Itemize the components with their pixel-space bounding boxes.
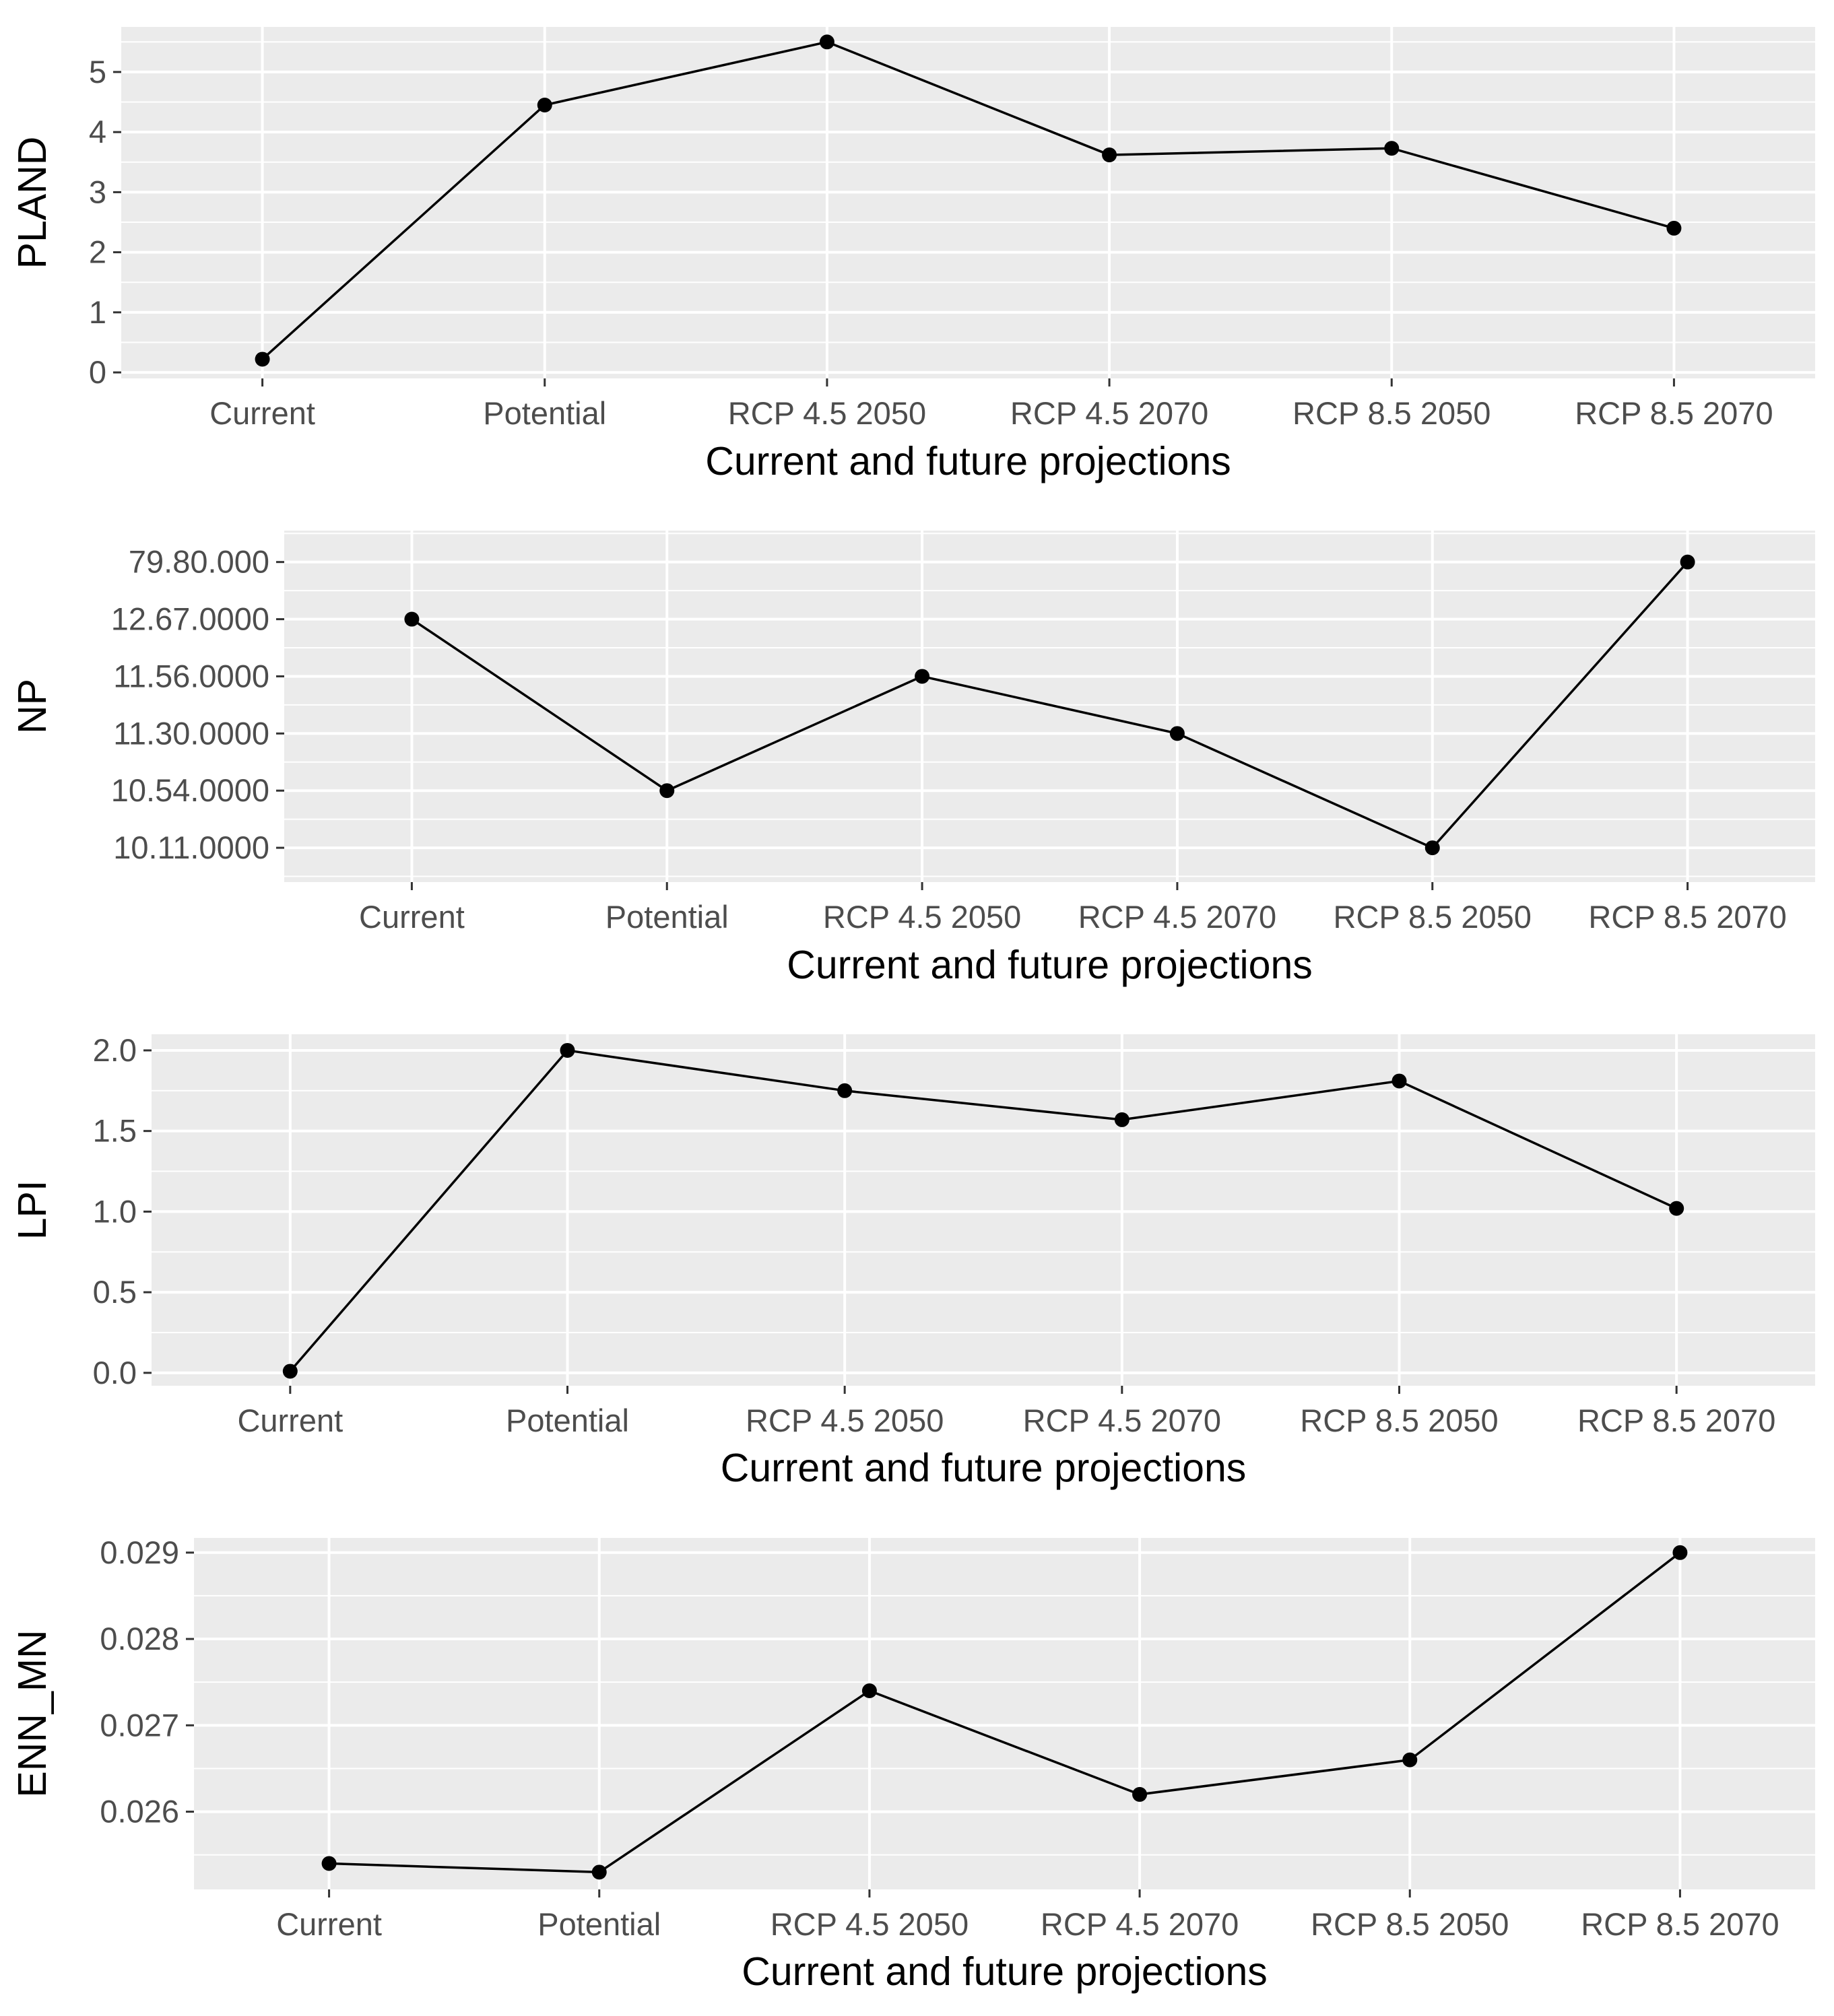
y-tick-label: 4 [89,114,106,149]
x-tick-label: RCP 4.5 2050 [771,1906,969,1942]
y-tick-label: 79.80.000 [129,544,269,580]
data-point-rcp-4-5-2050 [861,1683,877,1699]
x-axis-title: Current and future projections [721,1446,1247,1490]
y-tick-label: 11.56.0000 [113,658,269,694]
x-tick-label: RCP 8.5 2050 [1311,1906,1509,1942]
panel-background [194,1538,1815,1889]
data-point-rcp-8-5-2050 [1391,1073,1407,1089]
data-point-rcp-4-5-2070 [1169,726,1185,741]
series-line [329,1551,1681,1874]
data-point-rcp-8-5-2070 [1666,220,1682,236]
data-point-rcp-8-5-2050 [1384,141,1400,156]
x-tick-label: RCP 8.5 2050 [1292,395,1491,431]
panel-np: 10.11.0000 10.54.0000 11.30.0000 11.56.0000… [10,531,1815,987]
x-tick-label: RCP 8.5 2070 [1575,395,1773,431]
y-tick-label: 0.029 [100,1535,179,1570]
data-point-rcp-8-5-2070 [1680,554,1695,570]
x-tick-label: Potential [605,899,729,935]
x-tick-label: Potential [537,1906,661,1942]
x-axis-title: Current and future projections [787,943,1313,987]
data-point-potential [591,1864,607,1880]
x-tick-label: Current [276,1906,382,1942]
panel-lpi: 0.0 0.5 1.0 1.5 2.0 Current Potential RCP 4.5 2… [10,1032,1815,1490]
y-axis-title: NP [10,679,55,734]
y-tick-label: 0.0 [93,1355,137,1390]
x-tick-label: Current [237,1403,343,1438]
x-tick-label: Potential [483,395,606,431]
panel-background [284,531,1815,882]
data-point-potential [659,783,675,799]
y-tick-label: 2.0 [93,1032,137,1068]
x-tick-label: RCP 4.5 2050 [746,1403,944,1438]
y-tick-label: 0.027 [100,1707,179,1743]
data-point-rcp-8-5-2050 [1402,1752,1418,1768]
data-point-current [255,351,270,367]
y-tick-label: 1.5 [93,1113,137,1149]
data-point-rcp-4-5-2050 [837,1083,853,1098]
data-point-rcp-4-5-2050 [915,669,930,684]
x-tick-label: Current [359,899,465,935]
y-tick-label: 0 [89,354,106,390]
y-axis-title: ENN_MN [10,1629,55,1797]
panel-background [121,27,1815,378]
x-axis-title: Current and future projections [742,1949,1268,1994]
x-tick-label: Current [209,395,315,431]
y-tick-label: 1.0 [93,1193,137,1229]
x-tick-label: RCP 8.5 2070 [1581,1906,1779,1942]
data-point-rcp-4-5-2070 [1132,1786,1148,1802]
x-axis-title: Current and future projections [705,439,1231,483]
data-point-current [404,611,420,627]
data-point-rcp-4-5-2070 [1102,147,1117,163]
data-point-potential [560,1042,575,1058]
y-tick-label: 1 [89,294,106,330]
y-axis-title: PLAND [10,137,55,269]
panel-enn_mn: 0.026 0.027 0.028 0.029 Current Potential RCP … [10,1535,1815,1994]
x-tick-label: RCP 8.5 2050 [1300,1403,1498,1438]
y-tick-label: 5 [89,54,106,90]
data-point-rcp-4-5-2070 [1114,1112,1129,1127]
x-tick-label: RCP 8.5 2070 [1588,899,1786,935]
y-tick-label: 2 [89,234,106,270]
data-point-rcp-8-5-2050 [1424,840,1440,856]
y-tick-label: 12.67.0000 [111,601,269,637]
series-line [261,40,1674,360]
y-tick-label: 11.30.0000 [113,715,269,751]
y-tick-label: 0.028 [100,1621,179,1656]
series-line [411,561,1689,850]
y-tick-label: 0.5 [93,1274,137,1310]
x-tick-label: RCP 8.5 2070 [1577,1403,1775,1438]
x-tick-label: RCP 4.5 2070 [1078,899,1276,935]
x-tick-label: RCP 4.5 2050 [823,899,1021,935]
data-point-rcp-4-5-2050 [819,34,834,50]
y-tick-label: 3 [89,174,106,209]
y-tick-label: 10.54.0000 [111,772,269,808]
x-tick-label: RCP 4.5 2070 [1023,1403,1221,1438]
series-line [289,1049,1677,1372]
panel-pland: 0 1 2 3 4 5 Current Potential RCP 4.5 2050 RCP 4.… [10,27,1815,483]
data-point-potential [537,98,552,112]
data-point-rcp-8-5-2070 [1672,1545,1688,1560]
data-point-current [321,1856,337,1871]
x-tick-label: Potential [506,1403,629,1438]
y-tick-label: 0.026 [100,1794,179,1829]
data-point-current [282,1364,298,1379]
x-tick-label: RCP 4.5 2070 [1010,395,1208,431]
x-tick-label: RCP 4.5 2070 [1041,1906,1239,1942]
y-axis-title: LPI [10,1180,55,1240]
y-tick-label: 10.11.0000 [113,830,269,865]
data-point-rcp-8-5-2070 [1669,1201,1684,1216]
x-tick-label: RCP 8.5 2050 [1334,899,1532,935]
x-tick-label: RCP 4.5 2050 [728,395,926,431]
